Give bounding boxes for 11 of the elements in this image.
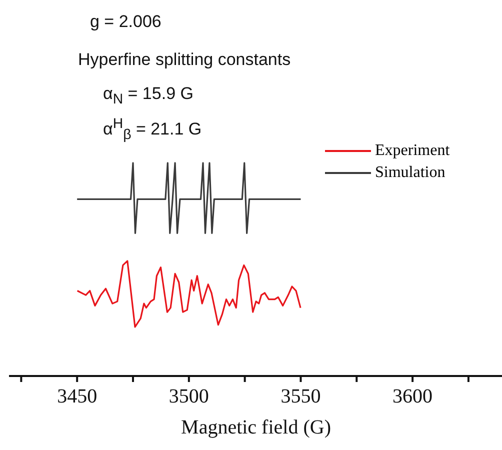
legend-label: Simulation xyxy=(375,164,446,182)
x-tick-label: 3500 xyxy=(168,385,209,408)
x-tick-label: 3450 xyxy=(57,385,98,408)
x-tick-label: 3600 xyxy=(392,385,433,408)
text: α$_{N}$ = 15.9 G xyxy=(103,84,194,108)
text: Hyperfine splitting constants xyxy=(78,50,291,70)
x-tick-label: 3550 xyxy=(280,385,321,408)
text: α$^{H}$$_{β}$ = 21.1 G xyxy=(103,116,202,144)
legend-label: Experiment xyxy=(375,142,450,160)
x-axis-title: Magnetic field (G) xyxy=(181,416,331,438)
text: g = 2.006 xyxy=(90,12,162,32)
